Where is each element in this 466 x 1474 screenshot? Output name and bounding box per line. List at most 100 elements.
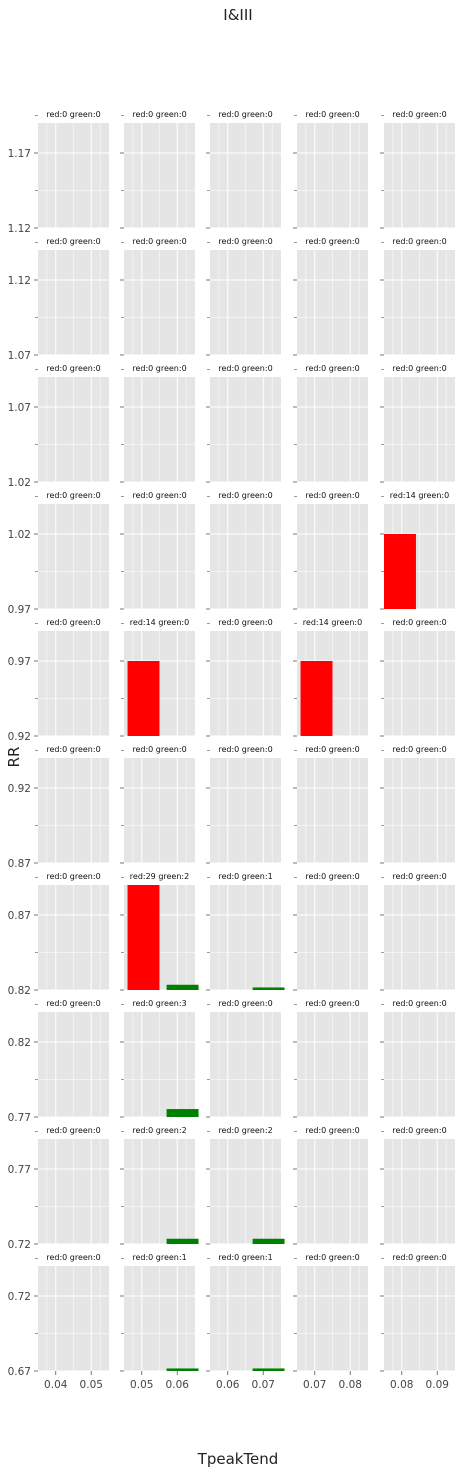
bar-green [166,984,199,990]
panel-r3-c3: red:0 green:0 [293,491,368,610]
y-tick-label: 0.92 [8,731,31,743]
x-tick-label: 0.08 [339,1379,362,1391]
panel-title: red:0 green:0 [132,491,186,500]
x-tick-label: 0.07 [303,1379,326,1391]
panel-r9-c0: red:0 green:0 0.67 0.72 0.04 0.05 [8,1253,109,1391]
panel-r7-c2: red:0 green:0 [206,999,281,1118]
y-tick-label: 1.12 [8,223,31,235]
y-tick-label: 0.87 [8,858,31,870]
panel-r2-c3: red:0 green:0 [293,364,368,483]
y-tick-label: 0.97 [8,604,31,616]
panel-r2-c1: red:0 green:0 [120,364,195,483]
panel-r0-c2: red:0 green:0 [206,110,281,229]
panel-r3-c2: red:0 green:0 [206,491,281,610]
panel-title: red:0 green:1 [218,1253,272,1262]
bar-green [252,987,285,990]
panel-r6-c0: red:0 green:0 0.82 0.87 [8,872,109,997]
panel-r9-c3: red:0 green:0 0.07 0.08 [293,1253,368,1391]
y-tick-label: 1.12 [8,275,31,287]
x-tick-label: 0.05 [130,1379,153,1391]
panel-r3-c0: red:0 green:0 0.97 1.02 [8,491,109,616]
panel-r5-c4: red:0 green:0 [380,745,455,864]
panel-title: red:0 green:0 [132,237,186,246]
panel-title: red:0 green:0 [305,491,359,500]
panel-title: red:0 green:0 [46,364,100,373]
panel-r4-c3: red:14 green:0 [293,618,368,737]
panel-r0-c3: red:0 green:0 [293,110,368,229]
panel-r1-c2: red:0 green:0 [206,237,281,356]
panel-title: red:0 green:0 [132,364,186,373]
panel-r6-c2: red:0 green:1 [206,872,285,991]
panel-title: red:0 green:0 [305,364,359,373]
panel-title: red:0 green:0 [392,745,446,754]
panel-r8-c0: red:0 green:0 0.72 0.77 [8,1126,109,1251]
panel-title: red:0 green:0 [392,618,446,627]
panel-title: red:0 green:0 [392,237,446,246]
panel-r2-c0: red:0 green:0 1.02 1.07 [8,364,109,489]
panel-title: red:0 green:0 [392,1126,446,1135]
panel-title: red:0 green:0 [218,364,272,373]
bar-green [166,1109,199,1117]
panel-title: red:0 green:0 [305,110,359,119]
panel-title: red:0 green:0 [46,1253,100,1262]
panel-title: red:0 green:0 [392,999,446,1008]
panel-r9-c1: red:0 green:1 0.05 0.06 [120,1253,199,1391]
panel-title: red:0 green:0 [46,872,100,881]
figure-title: I&III [223,6,252,24]
x-tick-label: 0.08 [390,1379,413,1391]
panel-r4-c0: red:0 green:0 0.92 0.97 [8,618,109,743]
panel-title: red:0 green:0 [218,745,272,754]
panel-title: red:14 green:0 [390,491,449,500]
panel-title: red:0 green:0 [46,491,100,500]
panel-title: red:0 green:0 [46,745,100,754]
y-tick-label: 0.67 [8,1366,31,1378]
bar-red [127,885,160,990]
panel-title: red:29 green:2 [130,872,189,881]
panel-title: red:0 green:0 [218,999,272,1008]
y-tick-label: 0.72 [8,1291,31,1303]
panel-title: red:0 green:0 [218,491,272,500]
panel-r8-c4: red:0 green:0 [380,1126,455,1245]
bar-green [166,1238,199,1244]
y-tick-label: 0.77 [8,1164,31,1176]
panel-r7-c1: red:0 green:3 [120,999,199,1118]
panel-r5-c2: red:0 green:0 [206,745,281,864]
panel-title: red:0 green:0 [218,237,272,246]
panel-r1-c0: red:0 green:0 1.07 1.12 [8,237,109,362]
y-tick-label: 1.02 [8,477,31,489]
panel-title: red:14 green:0 [303,618,362,627]
panel-r2-c2: red:0 green:0 [206,364,281,483]
panel-title: red:0 green:0 [305,1126,359,1135]
panel-r1-c1: red:0 green:0 [120,237,195,356]
x-tick-label: 0.06 [166,1379,190,1391]
panel-title: red:0 green:0 [392,110,446,119]
panel-r7-c4: red:0 green:0 [380,999,455,1118]
x-tick-label: 0.04 [44,1379,68,1391]
x-tick-label: 0.06 [216,1379,240,1391]
panel-title: red:0 green:0 [392,1253,446,1262]
panel-r4-c4: red:0 green:0 [380,618,455,737]
bar-red [300,661,333,736]
panel-r7-c0: red:0 green:0 0.77 0.82 [8,999,109,1124]
panel-r0-c1: red:0 green:0 [120,110,195,229]
panel-r8-c2: red:0 green:2 [206,1126,285,1245]
panel-r6-c4: red:0 green:0 [380,872,455,991]
y-tick-label: 0.82 [8,1037,31,1049]
panel-r8-c1: red:0 green:2 [120,1126,199,1245]
panel-r5-c0: red:0 green:0 0.87 0.92 [8,745,109,870]
bar-red [127,661,160,736]
panel-r0-c4: red:0 green:0 [380,110,455,229]
bar-green [166,1368,199,1371]
y-tick-label: 0.82 [8,985,31,997]
panel-title: red:14 green:0 [130,618,189,627]
panel-title: red:0 green:1 [132,1253,186,1262]
panel-title: red:0 green:1 [218,872,272,881]
bar-green [252,1238,285,1244]
y-tick-label: 1.02 [8,529,31,541]
x-tick-label: 0.09 [426,1379,449,1391]
y-tick-label: 0.87 [8,910,31,922]
panel-title: red:0 green:0 [305,745,359,754]
panel-title: red:0 green:2 [132,1126,186,1135]
